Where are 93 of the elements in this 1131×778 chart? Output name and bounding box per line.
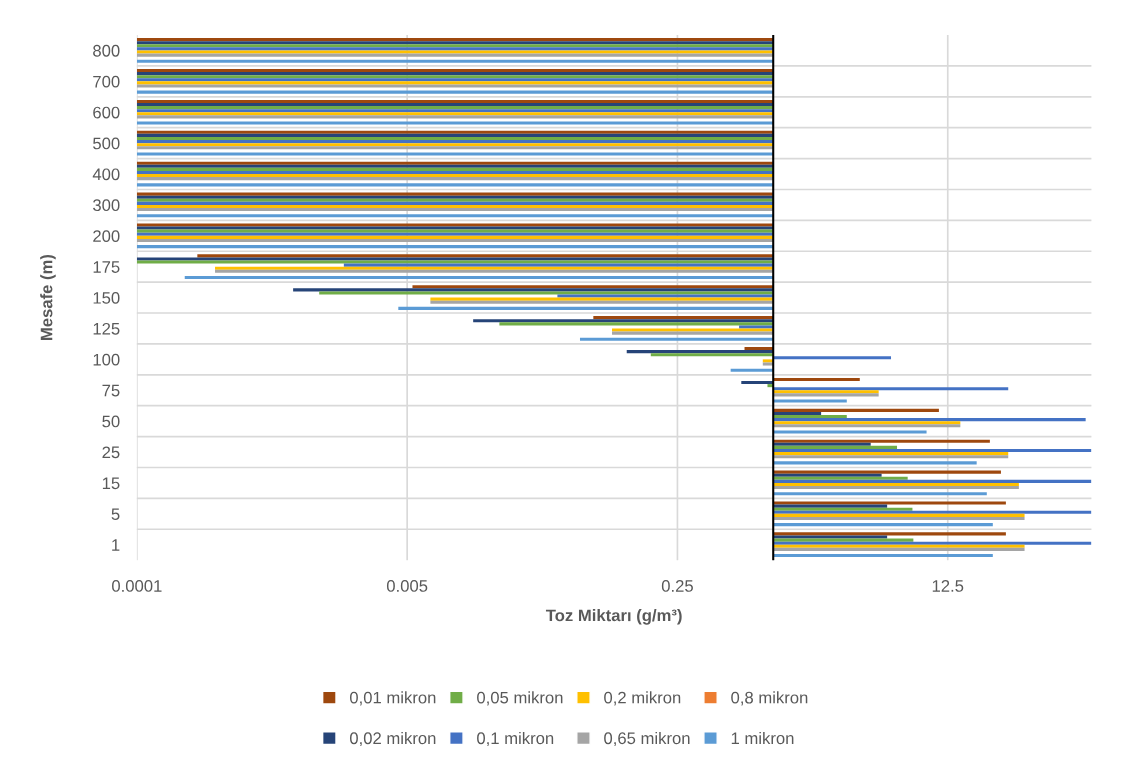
bar <box>773 482 1019 487</box>
bar <box>136 102 774 107</box>
bar <box>773 541 1092 545</box>
y-tick-label: 200 <box>93 230 120 243</box>
y-tick-label: 400 <box>92 168 120 181</box>
bar <box>773 442 871 446</box>
bar <box>773 538 914 542</box>
bar <box>773 476 908 480</box>
x-tick-label: 0.005 <box>386 580 428 592</box>
bar <box>197 254 774 258</box>
bar <box>136 245 774 249</box>
legend-label: 0,02 mikron <box>349 731 436 747</box>
bar <box>773 399 847 403</box>
y-tick-label: 75 <box>102 384 120 397</box>
y-tick-label: 150 <box>93 291 120 304</box>
bar <box>773 470 1001 474</box>
bar <box>136 121 774 125</box>
y-tick-label: 1 <box>112 539 120 551</box>
bar <box>730 368 774 372</box>
bar <box>773 501 1006 505</box>
bar <box>773 377 860 381</box>
bar <box>398 306 774 310</box>
bar <box>557 294 774 298</box>
bar <box>579 337 774 341</box>
bar <box>184 275 774 280</box>
bar <box>773 445 898 449</box>
bar <box>773 461 977 465</box>
y-tick-label: 100 <box>93 353 120 366</box>
bar <box>136 99 774 103</box>
bar <box>136 90 774 94</box>
bar <box>593 316 774 320</box>
bar <box>773 510 1092 514</box>
x-tick-label: 0.0001 <box>112 580 162 592</box>
bar <box>136 183 774 187</box>
y-tick-label: 125 <box>93 322 120 335</box>
bar <box>293 288 774 292</box>
x-tick-label: 0.25 <box>661 580 693 592</box>
bar <box>744 347 774 351</box>
bar <box>773 486 1019 490</box>
bar <box>773 507 913 511</box>
bar <box>773 535 888 539</box>
y-tick-label: 800 <box>93 44 120 57</box>
bar <box>773 430 927 434</box>
bar <box>741 380 774 385</box>
x-axis-title: Toz Miktarı (g/m³) <box>545 609 682 625</box>
y-tick-label: 300 <box>93 199 120 212</box>
bar <box>773 414 847 419</box>
legend-label: 0,01 mikron <box>349 691 436 706</box>
y-tick-label: 500 <box>93 137 120 150</box>
bar <box>136 59 774 63</box>
bar <box>773 418 1086 422</box>
bar <box>412 285 774 289</box>
y-tick-label: 175 <box>93 261 120 273</box>
y-tick-label: 15 <box>102 477 120 490</box>
legend-label: 0,05 mikron <box>477 691 563 706</box>
legend-label: 0,2 mikron <box>604 691 681 706</box>
bar <box>136 136 774 141</box>
bar <box>773 387 1009 391</box>
y-axis-title: Mesafe (m) <box>40 254 56 340</box>
bar <box>773 473 882 477</box>
bar <box>650 353 774 357</box>
y-tick-label: 5 <box>111 508 120 521</box>
bar <box>136 170 774 175</box>
bar <box>626 350 774 354</box>
bar <box>773 448 1092 453</box>
bar <box>319 291 774 295</box>
bar <box>773 532 1006 536</box>
bar <box>773 439 990 443</box>
legend-label: 1 mikron <box>731 731 794 745</box>
legend-label: 0,65 mikron <box>604 731 690 747</box>
bar <box>136 208 774 212</box>
bar <box>136 152 774 156</box>
y-tick-label: 50 <box>102 415 120 428</box>
bar <box>473 319 774 323</box>
y-tick-label: 25 <box>102 446 120 459</box>
legend-label: 0,8 mikron <box>731 691 808 706</box>
bar <box>773 411 822 415</box>
bar <box>343 263 774 267</box>
x-tick-label: 12.5 <box>932 580 964 592</box>
y-tick-label: 600 <box>93 106 120 119</box>
bar <box>773 356 892 360</box>
bar <box>739 325 774 329</box>
bar <box>773 523 993 527</box>
bar <box>499 322 774 326</box>
bar <box>773 479 1092 483</box>
bar <box>136 214 774 218</box>
bar <box>136 68 774 73</box>
bar <box>773 408 939 412</box>
legend-label: 0,1 mikron <box>477 731 554 747</box>
bar <box>773 553 993 558</box>
bar <box>773 504 888 508</box>
y-tick-label: 700 <box>93 75 120 88</box>
bar <box>773 492 987 496</box>
